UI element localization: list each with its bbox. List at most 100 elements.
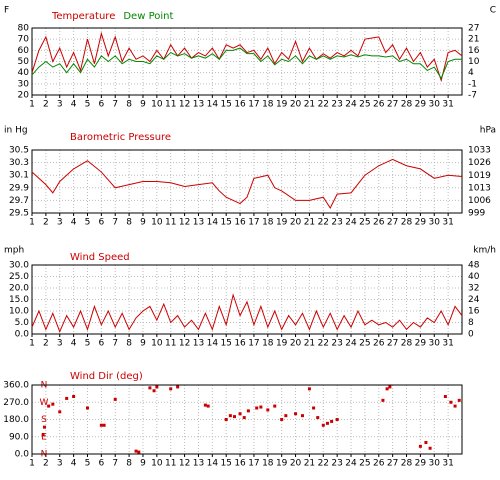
x-tick-label: 6 [98, 459, 104, 469]
x-tick-label: 22 [318, 459, 329, 469]
y2-tick-label: 1006 [468, 196, 491, 206]
x-tick-label: 23 [331, 339, 342, 349]
data-line [31, 293, 463, 334]
x-tick-label: 24 [345, 218, 357, 228]
data-point [155, 385, 159, 389]
x-tick-label: 24 [345, 100, 357, 110]
data-point [102, 423, 106, 427]
x-tick-label: 23 [331, 100, 342, 110]
data-point [65, 396, 69, 400]
plot-area [32, 150, 462, 213]
x-tick-label: 4 [71, 100, 77, 110]
x-tick-label: 5 [85, 218, 91, 228]
x-tick-label: 21 [304, 100, 315, 110]
x-tick-label: 9 [140, 339, 146, 349]
y-tick-label: 30.3 [9, 158, 29, 168]
x-tick-label: 14 [207, 339, 219, 349]
x-tick-label: 6 [98, 218, 104, 228]
x-tick-label: 17 [248, 459, 259, 469]
x-tick-label: 21 [304, 459, 315, 469]
x-tick-label: 8 [126, 218, 132, 228]
y2-tick-label: 4 [468, 68, 474, 78]
x-tick-label: 16 [234, 459, 246, 469]
data-point [335, 418, 339, 421]
data-point [388, 385, 392, 389]
y2-tick-label: 1019 [468, 171, 491, 181]
y2-tick-label: 32 [468, 284, 479, 294]
data-point [246, 409, 250, 413]
x-tick-label: 17 [248, 218, 259, 228]
x-tick-label: 25 [359, 459, 370, 469]
y2-axis-unit: km/h [473, 246, 496, 256]
x-tick-label: 29 [415, 218, 427, 228]
x-tick-label: 25 [359, 339, 370, 349]
data-point [51, 402, 55, 406]
x-tick-label: 22 [318, 100, 329, 110]
data-line [31, 158, 463, 209]
y2-tick-label: -1 [468, 79, 477, 89]
y2-tick-label: -7 [468, 91, 477, 101]
y-tick-label: 270.0 [3, 398, 29, 408]
x-tick-label: 30 [429, 339, 441, 349]
data-point [134, 449, 138, 453]
data-point [457, 398, 461, 402]
data-point [259, 405, 263, 409]
y-tick-label: 29.5 [9, 209, 29, 219]
x-tick-label: 21 [304, 218, 315, 228]
data-point [176, 385, 180, 389]
x-tick-label: 13 [193, 459, 204, 469]
plot-area [32, 385, 462, 454]
x-tick-label: 1 [29, 100, 35, 110]
plot-area [32, 265, 462, 334]
x-tick-label: 23 [331, 218, 342, 228]
x-tick-label: 2 [43, 218, 49, 228]
x-tick-label: 15 [220, 218, 231, 228]
x-tick-label: 19 [276, 100, 288, 110]
x-tick-label: 13 [193, 100, 204, 110]
data-point [316, 416, 320, 420]
y-axis-unit: in Hg [4, 126, 28, 136]
y2-tick-label: 8 [468, 318, 474, 328]
legend-entry: Temperature [51, 11, 115, 22]
x-tick-label: 12 [179, 339, 190, 349]
x-tick-label: 12 [179, 218, 190, 228]
y2-tick-label: 1033 [468, 146, 491, 156]
x-tick-label: 12 [179, 459, 190, 469]
data-point [41, 433, 45, 437]
data-point [206, 404, 210, 408]
x-tick-label: 5 [85, 339, 91, 349]
x-tick-label: 2 [43, 459, 49, 469]
x-tick-label: 11 [165, 218, 176, 228]
data-point [321, 423, 325, 427]
x-tick-label: 7 [112, 339, 118, 349]
data-point [307, 387, 311, 391]
x-tick-label: 29 [415, 100, 427, 110]
x-tick-label: 22 [318, 339, 329, 349]
y2-tick-label: 16 [468, 46, 480, 56]
data-point [294, 412, 298, 416]
y2-tick-label: 10 [468, 57, 480, 67]
data-point [242, 416, 246, 420]
x-tick-label: 30 [429, 459, 441, 469]
x-tick-label: 16 [234, 100, 246, 110]
y-tick-label: 360.0 [3, 381, 29, 391]
x-tick-label: 18 [262, 459, 274, 469]
x-tick-label: 7 [112, 100, 118, 110]
y-tick-label: 90.0 [9, 432, 29, 442]
x-tick-label: 19 [276, 218, 288, 228]
x-tick-label: 19 [276, 339, 288, 349]
x-tick-label: 26 [373, 339, 385, 349]
y-tick-label: 40 [18, 68, 30, 78]
x-tick-label: 29 [415, 459, 427, 469]
x-tick-label: 28 [401, 339, 413, 349]
x-tick-label: 28 [401, 100, 413, 110]
y2-tick-label: 999 [468, 209, 485, 219]
x-tick-label: 29 [415, 339, 427, 349]
y2-tick-label: 21 [468, 35, 479, 45]
legend-entry: Dew Point [123, 11, 173, 22]
y-tick-label: 29.7 [9, 196, 29, 206]
x-tick-label: 14 [207, 100, 219, 110]
data-point [284, 414, 288, 418]
x-tick-label: 17 [248, 100, 259, 110]
